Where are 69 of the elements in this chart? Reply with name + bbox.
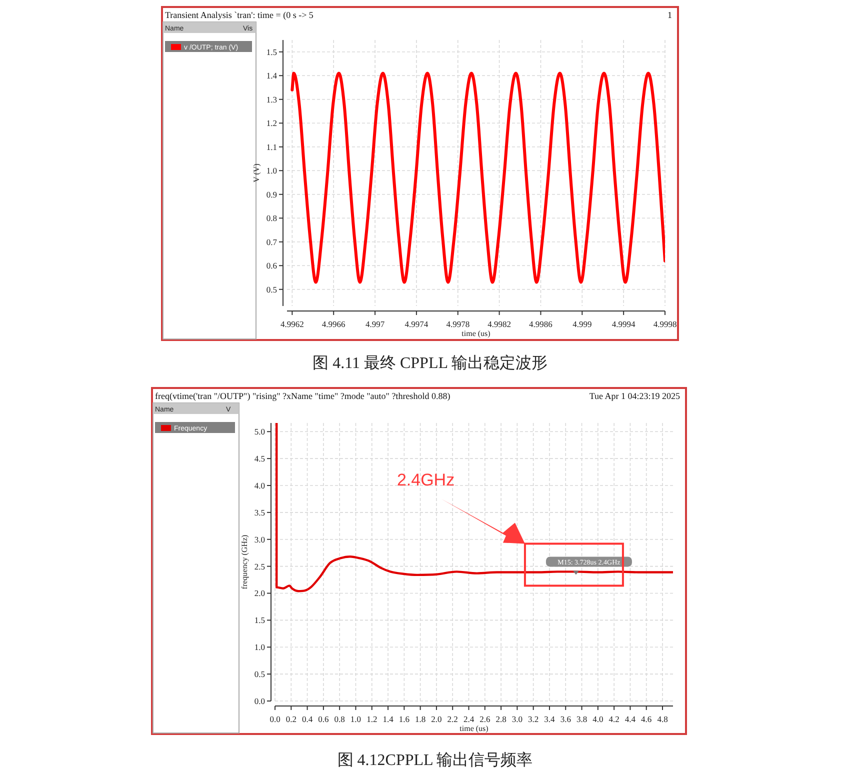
x-tick-label: 4.999 — [572, 319, 592, 329]
y-tick-label: 2.0 — [254, 588, 265, 598]
y-tick-label: 3.0 — [254, 534, 265, 544]
chart-subtitle: Tue Apr 1 04:23:19 2025 — [589, 391, 680, 401]
line-series — [276, 423, 673, 592]
x-tick-label: 3.4 — [544, 714, 556, 724]
x-tick-label: 3.6 — [560, 714, 571, 724]
x-tick-label: 0.2 — [286, 714, 296, 724]
caption: 图 4.11 最终 CPPLL 输出稳定波形 — [312, 354, 548, 372]
y-tick-label: 0.6 — [266, 260, 277, 271]
y-tick-label: 0.5 — [254, 669, 265, 680]
y-tick-label: 1.1 — [266, 142, 277, 152]
x-tick-label: 4.9986 — [529, 319, 552, 329]
x-tick-label: 0.8 — [334, 714, 345, 724]
y-tick-label: 0.9 — [266, 189, 277, 200]
x-tick-label: 2.2 — [447, 714, 458, 724]
x-tick-label: 4.9962 — [280, 319, 304, 329]
x-tick-label: 1.2 — [366, 714, 378, 724]
caption: 图 4.12CPPLL 输出信号频率 — [337, 751, 533, 769]
x-tick-label: 4.9994 — [612, 319, 636, 329]
y-tick-label: 1.5 — [254, 615, 265, 626]
line-series — [290, 72, 665, 284]
x-tick-label: 1.6 — [398, 714, 410, 724]
x-axis-title: time (us) — [462, 329, 491, 338]
y-axis-title: V (V) — [252, 163, 261, 182]
x-tick-label: 4.4 — [624, 714, 636, 724]
y-tick-label: 1.3 — [266, 94, 277, 104]
y-tick-label: 1.5 — [266, 46, 277, 57]
x-tick-label: 4.6 — [641, 714, 652, 724]
y-tick-label: 4.0 — [254, 480, 265, 490]
y-tick-label: 3.5 — [254, 507, 265, 518]
x-tick-label: 1.8 — [415, 714, 426, 724]
x-tick-label: 4.9966 — [322, 319, 346, 329]
y-tick-label: 1.0 — [266, 166, 277, 176]
x-tick-label: 4.8 — [657, 714, 668, 724]
chart-title: freq(vtime('tran "/OUTP") "rising" ?xName "time" ?mode "auto" ?threshold 0.88) — [155, 391, 450, 401]
x-tick-label: 4.9978 — [446, 319, 470, 329]
x-tick-label: 1.4 — [382, 714, 394, 724]
chart-subtitle: 1 — [668, 10, 672, 20]
x-axis-title: time (us) — [460, 724, 489, 733]
y-tick-label: 1.4 — [266, 70, 278, 81]
annotation: 2.4GHz — [396, 470, 455, 490]
y-tick-label: 0.8 — [266, 213, 277, 224]
x-tick-label: 2.4 — [463, 714, 475, 724]
x-tick-label: 0.4 — [302, 714, 314, 724]
x-tick-label: 4.9974 — [404, 319, 429, 329]
x-tick-label: 4.0 — [592, 714, 604, 724]
y-tick-label: 4.5 — [254, 454, 265, 464]
x-tick-label: 2.8 — [496, 714, 506, 724]
x-tick-label: 4.997 — [365, 319, 385, 329]
x-tick-label: 3.0 — [512, 714, 523, 724]
y-tick-label: 1.2 — [266, 118, 277, 128]
y-axis-title: frequency (GHz) — [240, 534, 249, 590]
x-tick-label: 3.2 — [528, 714, 539, 724]
x-tick-label: 1.0 — [350, 714, 362, 724]
y-tick-label: 2.5 — [254, 561, 265, 572]
x-tick-label: 2.0 — [431, 714, 442, 724]
chart-title: Transient Analysis `tran': time = (0 s -> 5 — [165, 10, 314, 20]
y-tick-label: 5.0 — [254, 426, 265, 437]
x-tick-label: 4.9982 — [488, 319, 511, 329]
y-tick-label: 1.0 — [254, 642, 265, 652]
x-tick-label: 3.8 — [576, 714, 588, 724]
y-tick-label: 0.7 — [266, 236, 277, 247]
x-tick-label: 4.2 — [608, 714, 620, 724]
x-tick-label: 4.9998 — [653, 319, 677, 329]
x-tick-label: 0.6 — [318, 714, 329, 724]
y-tick-label: 0.0 — [254, 696, 265, 706]
y-tick-label: 0.5 — [266, 284, 277, 294]
x-tick-label: 2.6 — [480, 714, 490, 724]
